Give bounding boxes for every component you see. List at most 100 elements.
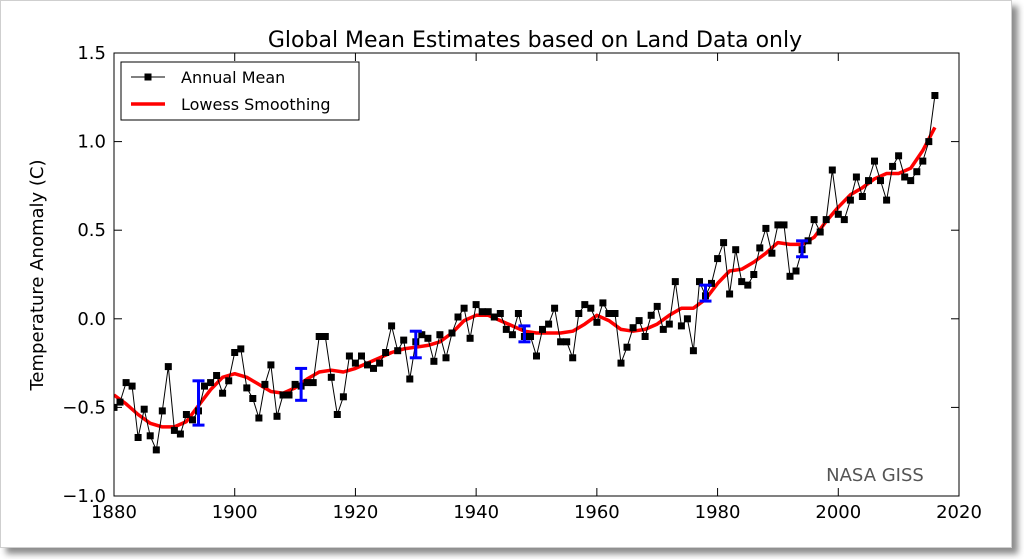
error-bar xyxy=(796,239,809,259)
annual-mean-point xyxy=(158,407,166,415)
annual-mean-point xyxy=(605,310,613,317)
annual-mean-point xyxy=(828,166,836,174)
annual-mean-point xyxy=(756,244,764,252)
annual-mean-point xyxy=(581,301,589,309)
annual-mean-point xyxy=(267,361,275,369)
annual-mean-point xyxy=(261,380,269,388)
annual-mean-line xyxy=(114,95,936,452)
annual-mean-point xyxy=(551,304,559,312)
annual-mean-point xyxy=(871,157,878,165)
annual-mean-point xyxy=(563,338,571,346)
annual-mean-point xyxy=(303,379,311,387)
annual-mean-point xyxy=(557,338,565,346)
y-axis: −1.0 −0.5 0.0 0.5 1.0 1.5 xyxy=(62,43,959,507)
annual-mean-point xyxy=(146,432,154,440)
annual-mean-point xyxy=(370,364,377,372)
annual-mean-point xyxy=(134,434,142,441)
lowess-smoothing-line xyxy=(114,126,937,429)
annual-mean-point xyxy=(321,333,329,340)
annual-mean-point xyxy=(231,349,239,356)
lowess-smoothing-series xyxy=(114,126,937,429)
annual-mean-point xyxy=(430,357,438,365)
annual-mean-point xyxy=(201,382,208,390)
annual-mean-point xyxy=(852,173,860,181)
chart-title: Global Mean Estimates based on Land Data… xyxy=(268,28,802,53)
error-bar xyxy=(518,324,531,344)
annual-mean-point xyxy=(865,177,872,185)
annual-mean-point xyxy=(545,320,553,328)
annual-mean-point xyxy=(575,310,583,317)
annual-mean-point xyxy=(732,246,740,254)
annual-mean-point xyxy=(846,196,854,204)
y-tick-label: 0.0 xyxy=(77,309,106,330)
annual-mean-point xyxy=(641,333,649,340)
annual-mean-point xyxy=(333,411,341,418)
annual-mean-point xyxy=(617,359,625,367)
y-tick-label: −1.0 xyxy=(62,486,106,507)
annual-mean-point xyxy=(207,379,215,387)
annual-mean-point xyxy=(539,325,546,333)
error-bar xyxy=(295,366,308,402)
annual-mean-point xyxy=(496,310,504,317)
annual-mean-point xyxy=(877,177,884,185)
annual-mean-point xyxy=(466,334,474,342)
error-bar xyxy=(699,283,712,303)
annual-mean-point xyxy=(170,426,178,434)
annual-mean-point xyxy=(671,278,679,286)
error-bars xyxy=(192,239,809,427)
annual-mean-point xyxy=(738,278,746,286)
annual-mean-point xyxy=(128,382,136,390)
credit-annotation: NASA GISS xyxy=(826,465,924,486)
y-tick-label: 1.0 xyxy=(77,132,106,153)
legend-marker-square xyxy=(144,73,152,81)
annual-mean-point xyxy=(587,304,595,312)
annual-mean-point xyxy=(351,359,359,367)
annual-mean-point xyxy=(237,345,245,353)
annual-mean-point xyxy=(448,329,456,337)
annual-mean-point xyxy=(750,271,758,278)
annual-mean-point xyxy=(659,325,667,333)
annual-mean-point xyxy=(406,375,414,383)
x-tick-label: 1920 xyxy=(333,502,379,523)
plot-area xyxy=(113,52,960,497)
x-tick-label: 1880 xyxy=(91,502,137,523)
annual-mean-point xyxy=(931,92,939,99)
annual-mean-point xyxy=(508,331,516,339)
annual-mean-point xyxy=(895,152,903,160)
annual-mean-point xyxy=(569,354,577,362)
annual-mean-point xyxy=(345,352,353,360)
legend-label: Lowess Smoothing xyxy=(181,95,331,114)
annual-mean-point xyxy=(140,405,148,413)
annual-mean-point xyxy=(424,334,432,342)
annual-mean-point xyxy=(394,347,402,355)
legend: Annual Mean Lowess Smoothing xyxy=(120,61,360,121)
x-tick-label: 2000 xyxy=(815,502,861,523)
annual-mean-point xyxy=(364,361,371,369)
y-axis-label: Temperature Anomaly (C) xyxy=(27,159,48,391)
annual-mean-point xyxy=(176,430,184,438)
annual-mean-point xyxy=(768,249,776,257)
annual-mean-point xyxy=(834,210,842,218)
x-axis: 1880 1900 1920 1940 1960 1980 2000 2020 xyxy=(91,53,982,523)
annual-mean-point xyxy=(647,311,655,319)
annual-mean-point xyxy=(164,363,172,371)
annual-mean-point xyxy=(919,157,927,165)
legend-entry-lowess-smoothing: Lowess Smoothing xyxy=(131,95,331,114)
x-tick-label: 1900 xyxy=(212,502,258,523)
annual-mean-point xyxy=(122,379,130,387)
annual-mean-point xyxy=(611,310,619,317)
x-tick-label: 1980 xyxy=(695,502,741,523)
y-tick-label: 0.5 xyxy=(77,220,106,241)
y-tick-label: −0.5 xyxy=(62,397,106,418)
annual-mean-series xyxy=(114,92,939,454)
annual-mean-point xyxy=(182,411,190,418)
annual-mean-point xyxy=(152,446,160,454)
annual-mean-point xyxy=(116,398,124,406)
annual-mean-point xyxy=(285,391,293,399)
annual-mean-point xyxy=(786,272,794,280)
annual-mean-point xyxy=(708,279,715,287)
annual-mean-point xyxy=(436,331,444,339)
y-tick-label: 1.5 xyxy=(77,43,106,64)
annual-mean-point xyxy=(629,324,637,332)
annual-mean-point xyxy=(720,239,728,247)
